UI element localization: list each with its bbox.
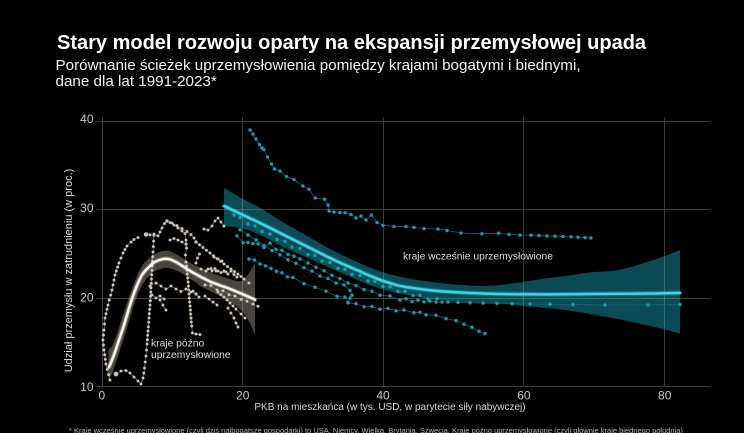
svg-text:40: 40: [376, 389, 390, 403]
svg-text:80: 80: [658, 389, 672, 403]
svg-text:60: 60: [517, 389, 531, 403]
svg-text:30: 30: [80, 201, 94, 215]
svg-text:kraje wcześnie uprzemysłowione: kraje wcześnie uprzemysłowione: [403, 251, 553, 262]
svg-text:40: 40: [80, 112, 94, 126]
svg-text:PKB na mieszkańca (w tys. USD,: PKB na mieszkańca (w tys. USD, w parytec…: [254, 402, 525, 413]
svg-text:0: 0: [98, 389, 105, 403]
svg-text:uprzemysłowione: uprzemysłowione: [151, 350, 231, 361]
svg-text:Udział przemysłu w zatrudnieni: Udział przemysłu w zatrudnieniu (w proc.…: [63, 169, 75, 373]
svg-text:20: 20: [80, 290, 94, 304]
svg-text:20: 20: [236, 389, 250, 403]
svg-text:kraje późno: kraje późno: [151, 338, 205, 349]
svg-text:10: 10: [80, 380, 94, 394]
